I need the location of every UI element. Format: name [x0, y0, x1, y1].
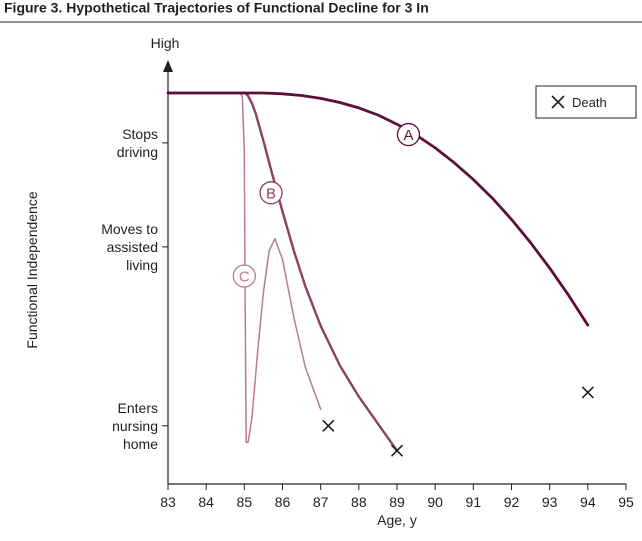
x-tick-label-94: 94: [580, 494, 596, 510]
x-tick-label-88: 88: [351, 494, 367, 510]
x-tick-label-86: 86: [275, 494, 291, 510]
series-b-callout-circle: [259, 181, 283, 205]
y-category-label-1-1: assisted: [107, 239, 158, 255]
y-category-label-0-1: driving: [117, 144, 158, 160]
y-category-label-1-0: Moves to: [101, 221, 158, 237]
y-category-labels: Stops driving Moves to assisted living Enters…: [101, 126, 168, 452]
x-tick-label-84: 84: [198, 494, 214, 510]
x-tick-label-89: 89: [389, 494, 405, 510]
x-tick-label-95: 95: [618, 494, 634, 510]
x-tick-label-87: 87: [313, 494, 329, 510]
legend-box: [535, 85, 637, 119]
series-b-death-x-icon: [390, 444, 404, 457]
legend-death-label: Death: [572, 95, 607, 110]
series-b-label: B: [266, 185, 276, 202]
x-tick-label-91: 91: [466, 494, 482, 510]
x-axis-title: Age, y: [377, 512, 417, 528]
series-a-label: A: [403, 127, 413, 144]
y-category-label-2-0: Enters: [118, 400, 158, 416]
series-c-line: [167, 92, 322, 444]
series-c-death-x-icon: [322, 419, 335, 432]
series-b-line: [166, 91, 399, 452]
x-tick-label-85: 85: [237, 494, 253, 510]
y-axis-high-label: High: [151, 35, 180, 51]
series-c-callout-circle: [232, 264, 256, 288]
y-category-label-2-2: home: [123, 436, 158, 452]
y-axis-title: Functional Independence: [24, 191, 40, 348]
x-ticks: 83 84 85 86 87 88 89 90 91 92 93 94 95: [160, 484, 634, 510]
y-axis-arrow-icon: [163, 60, 173, 72]
series-a-callout-circle: [396, 122, 421, 147]
x-tick-label-83: 83: [160, 494, 176, 510]
y-category-label-0-0: Stops: [122, 126, 158, 142]
legend-death-x-icon: [551, 95, 565, 109]
legend: Death: [535, 85, 637, 119]
series-layer: A B C: [166, 91, 594, 457]
y-category-label-2-1: nursing: [112, 418, 158, 434]
series-c-label: C: [239, 269, 250, 286]
x-tick-label-93: 93: [542, 494, 558, 510]
figure-caption: Figure 3. Hypothetical Trajectories of F…: [4, 0, 429, 15]
x-tick-label-90: 90: [427, 494, 443, 510]
x-tick-label-92: 92: [504, 494, 520, 510]
series-a-death-x-icon: [581, 386, 594, 399]
y-category-label-1-2: living: [126, 257, 158, 273]
series-a-line: [166, 91, 590, 327]
